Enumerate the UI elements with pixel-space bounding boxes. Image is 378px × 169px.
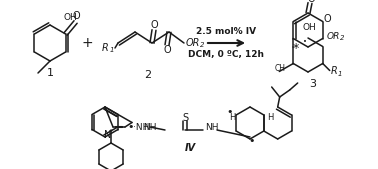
Text: NH: NH	[144, 124, 157, 132]
Text: OH: OH	[64, 13, 78, 21]
Text: DCM, 0 ºC, 12h: DCM, 0 ºC, 12h	[189, 51, 265, 59]
Text: H: H	[266, 113, 273, 122]
Text: *: *	[293, 42, 299, 55]
Text: O: O	[73, 11, 81, 21]
Text: IV: IV	[184, 143, 195, 153]
Text: O: O	[163, 45, 171, 55]
Text: 1: 1	[46, 68, 54, 78]
Text: OR: OR	[186, 38, 200, 48]
Text: •: •	[249, 136, 255, 146]
Text: 2: 2	[144, 70, 152, 80]
Text: 1: 1	[110, 47, 114, 53]
Text: 1: 1	[338, 71, 342, 78]
Text: +: +	[81, 36, 93, 50]
Text: O: O	[150, 20, 158, 30]
Text: O: O	[324, 14, 332, 23]
Text: 3: 3	[310, 79, 316, 89]
Text: OH: OH	[302, 23, 316, 32]
Text: N: N	[104, 130, 112, 140]
Text: •: •	[303, 39, 307, 45]
Text: O: O	[307, 0, 315, 4]
Text: ·NH: ·NH	[133, 123, 149, 131]
Text: R: R	[102, 43, 108, 53]
Text: H: H	[229, 113, 235, 122]
Text: NH: NH	[205, 124, 218, 132]
Text: 2: 2	[340, 35, 344, 42]
Text: •: •	[128, 122, 134, 132]
Text: R: R	[331, 66, 338, 77]
Text: •: •	[226, 107, 232, 117]
Text: 2: 2	[200, 42, 204, 48]
Text: CH: CH	[274, 64, 285, 73]
Text: S: S	[182, 113, 188, 123]
Text: 2.5 mol% IV: 2.5 mol% IV	[197, 27, 257, 35]
Text: OR: OR	[327, 32, 340, 41]
